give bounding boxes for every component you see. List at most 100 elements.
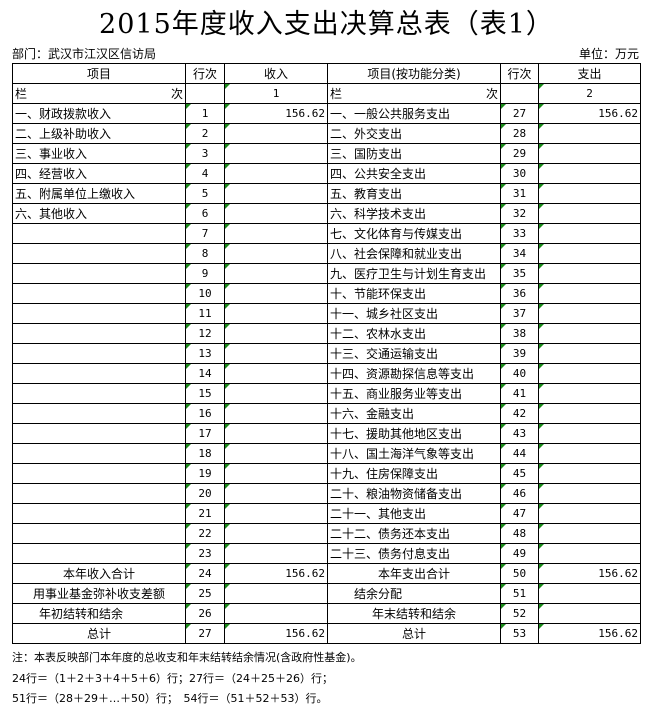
income-value: [224, 383, 328, 404]
item-right: 十八、国土海洋气象等支出: [327, 443, 501, 464]
expense-value: 156.62: [538, 623, 641, 644]
table-row: 18 十八、国土海洋气象等支出 44: [12, 443, 641, 464]
table-row: 23 二十三、债务付息支出 49: [12, 543, 641, 564]
lanci-income-col: 1: [224, 83, 328, 104]
item-right: 三、国防支出: [327, 143, 501, 164]
row-no-right: 31: [500, 183, 539, 204]
expense-value: [538, 383, 641, 404]
lanci-left: 栏次: [12, 83, 186, 104]
expense-value: [538, 283, 641, 304]
income-value: [224, 443, 328, 464]
item-left: [12, 543, 186, 564]
expense-value: [538, 363, 641, 384]
row-no-left: 10: [185, 283, 225, 304]
row-no-left: 14: [185, 363, 225, 384]
income-value: [224, 183, 328, 204]
table-row: 12 十二、农林水支出 38: [12, 323, 641, 344]
row-no-left: 22: [185, 523, 225, 544]
row-no-right: 34: [500, 243, 539, 264]
item-right: 十七、援助其他地区支出: [327, 423, 501, 444]
item-left: 五、附属单位上缴收入: [12, 183, 186, 204]
income-value: 156.62: [224, 103, 328, 124]
income-value: [224, 463, 328, 484]
item-left: [12, 243, 186, 264]
expense-value: [538, 123, 641, 144]
row-no-right: 52: [500, 603, 539, 624]
expense-value: [538, 523, 641, 544]
income-value: 156.62: [224, 563, 328, 584]
item-right: 十一、城乡社区支出: [327, 303, 501, 324]
row-no-left: 24: [185, 563, 225, 584]
income-value: [224, 363, 328, 384]
item-right: 二、外交支出: [327, 123, 501, 144]
income-value: [224, 503, 328, 524]
table-row: 16 十六、金融支出 42: [12, 403, 641, 424]
income-value: [224, 603, 328, 624]
table-row: 五、附属单位上缴收入 5 五、教育支出 31: [12, 183, 641, 204]
table-row: 15 十五、商业服务业等支出 41: [12, 383, 641, 404]
item-right: 四、公共安全支出: [327, 163, 501, 184]
expense-value: [538, 443, 641, 464]
expense-value: [538, 243, 641, 264]
table-row: 7 七、文化体育与传媒支出 33: [12, 223, 641, 244]
table-row: 用事业基金弥补收支差额 25 结余分配 51: [12, 583, 641, 604]
item-left: [12, 323, 186, 344]
income-value: [224, 203, 328, 224]
income-value: [224, 163, 328, 184]
expense-value: 156.62: [538, 103, 641, 124]
row-no-right: 45: [500, 463, 539, 484]
row-no-left: 13: [185, 343, 225, 364]
expense-value: [538, 603, 641, 624]
income-value: [224, 343, 328, 364]
item-right: 二十、粮油物资储备支出: [327, 483, 501, 504]
expense-value: [538, 483, 641, 504]
header-expense: 支出: [538, 63, 641, 84]
income-value: [224, 303, 328, 324]
row-no-left: 17: [185, 423, 225, 444]
income-value: [224, 123, 328, 144]
table-row: 六、其他收入 6 六、科学技术支出 32: [12, 203, 641, 224]
item-right: 七、文化体育与传媒支出: [327, 223, 501, 244]
income-value: [224, 143, 328, 164]
row-no-left: 11: [185, 303, 225, 324]
row-no-left: 4: [185, 163, 225, 184]
expense-value: [538, 223, 641, 244]
expense-value: [538, 163, 641, 184]
note-3: 51行＝（28＋29＋…＋50）行； 54行＝（51＋52＋53）行。: [12, 692, 328, 705]
header-row-no: 行次: [185, 63, 225, 84]
item-right: 总计: [327, 623, 501, 644]
income-value: [224, 483, 328, 504]
row-no-right: 44: [500, 443, 539, 464]
item-right: 九、医疗卫生与计划生育支出: [327, 263, 501, 284]
row-no-left: 18: [185, 443, 225, 464]
item-left: [12, 363, 186, 384]
income-value: [224, 263, 328, 284]
item-left: [12, 303, 186, 324]
row-no-left: 5: [185, 183, 225, 204]
table-row: 20 二十、粮油物资储备支出 46: [12, 483, 641, 504]
expense-value: [538, 343, 641, 364]
item-right: 十九、住房保障支出: [327, 463, 501, 484]
row-no-left: 20: [185, 483, 225, 504]
income-value: [224, 323, 328, 344]
item-right: 十三、交通运输支出: [327, 343, 501, 364]
table-row: 年初结转和结余 26 年末结转和结余 52: [12, 603, 641, 624]
item-left: [12, 523, 186, 544]
row-no-right: 47: [500, 503, 539, 524]
item-left: [12, 463, 186, 484]
income-value: [224, 403, 328, 424]
row-no-left: 9: [185, 263, 225, 284]
item-right: 五、教育支出: [327, 183, 501, 204]
lanci-expense-col: 2: [538, 83, 641, 104]
item-left: [12, 423, 186, 444]
row-no-right: 36: [500, 283, 539, 304]
table-row: 二、上级补助收入 2 二、外交支出 28: [12, 123, 641, 144]
budget-table: 项目 行次 收入 项目(按功能分类) 行次 支出 栏次 1 栏次 2 一、财政拨…: [12, 63, 641, 644]
income-value: 156.62: [224, 623, 328, 644]
row-no-left: 3: [185, 143, 225, 164]
expense-value: [538, 403, 641, 424]
item-left: [12, 383, 186, 404]
expense-value: [538, 263, 641, 284]
row-no-right: 32: [500, 203, 539, 224]
table-row: 14 十四、资源勘探信息等支出 40: [12, 363, 641, 384]
